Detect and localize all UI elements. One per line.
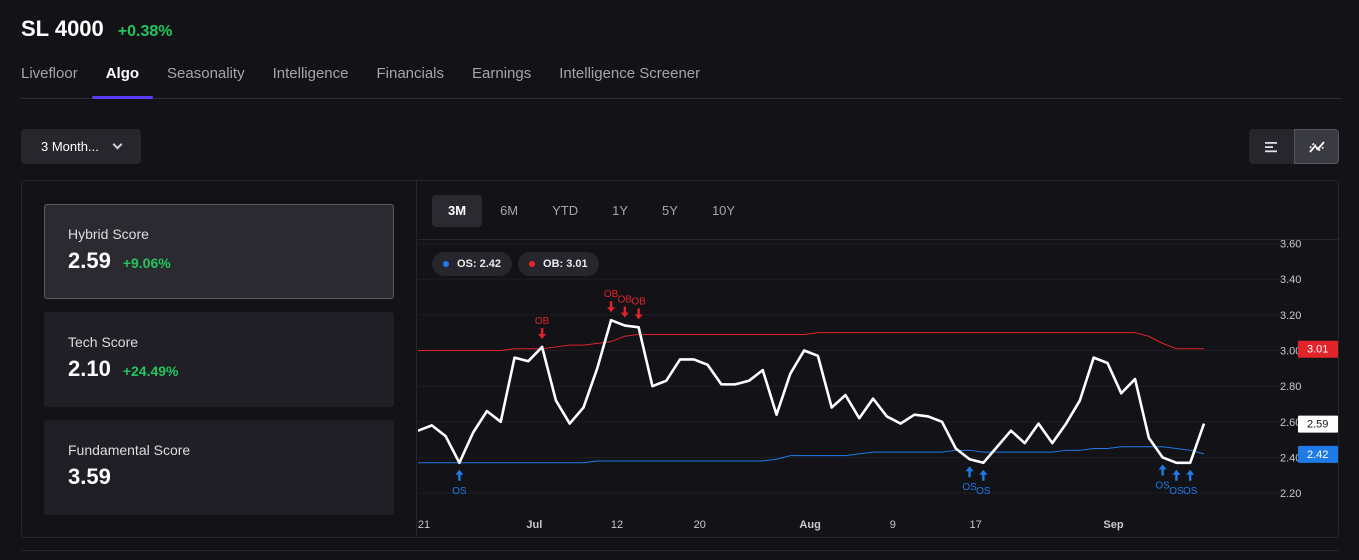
x-tick-label: 12 [611, 519, 623, 531]
ob-signal-label: OB [618, 295, 633, 306]
tab-algo[interactable]: Algo [91, 62, 154, 99]
score-delta: +9.06% [122, 255, 171, 271]
legend-ob-label: OB: 3.01 [543, 258, 588, 270]
ob-arrow-icon [607, 301, 616, 313]
y-tick-label: 3.20 [1280, 310, 1301, 322]
main-tabs: Livefloor Algo Seasonality Intelligence … [21, 62, 1342, 99]
title-row: SL 4000 +0.38% [21, 16, 173, 42]
os-signal-label: OS [1169, 486, 1184, 497]
ob-line [418, 332, 1204, 352]
list-view-button[interactable] [1249, 129, 1294, 164]
range-tab-10y[interactable]: 10Y [711, 203, 736, 218]
x-tick-label: 17 [969, 519, 981, 531]
x-tick-label: Sep [1103, 519, 1123, 531]
os-dot-icon [443, 261, 449, 267]
period-dropdown[interactable]: 3 Month... [21, 129, 141, 164]
divider [21, 550, 1339, 560]
os-arrow-icon [979, 469, 988, 481]
ob-arrow-icon [538, 327, 547, 339]
period-dropdown-value: 3 Month... [41, 139, 99, 154]
y-tick-label: 3.00 [1280, 346, 1301, 358]
os-arrow-icon [1186, 469, 1195, 481]
x-tick-label: Aug [799, 519, 820, 531]
ob-signal-label: OB [604, 289, 619, 300]
os-arrow-icon [455, 469, 464, 481]
chart-line-icon [1308, 140, 1325, 153]
ob-arrow-icon [620, 306, 629, 318]
x-tick-label: Jul [526, 519, 542, 531]
range-tabs: 3M 6M YTD 1Y 5Y 10Y [432, 195, 751, 227]
price-tag [1298, 445, 1338, 463]
score-label: Fundamental Score [68, 442, 191, 458]
chart-svg: 3.60 3.40 3.20 3.00 2.80 2.60 2.40 2.20 21 Jul 12 2… [417, 239, 1338, 531]
ticker-symbol: SL 4000 [21, 16, 104, 41]
chevron-down-icon [112, 139, 123, 150]
price-tag [1298, 415, 1338, 433]
range-tab-6m[interactable]: 6M [500, 203, 519, 218]
tech-score-card[interactable]: Tech Score 2.10 +24.49% [44, 312, 394, 407]
os-signal-label: OS [1155, 480, 1170, 491]
ob-signal-label: OB [631, 296, 646, 307]
list-icon [1264, 141, 1277, 152]
chart-legend: OS: 2.42 OB: 3.01 [432, 252, 599, 276]
tab-intelligence-screener[interactable]: Intelligence Screener [559, 65, 701, 82]
score-label: Hybrid Score [68, 226, 149, 242]
price-tag [1298, 340, 1338, 358]
tab-livefloor[interactable]: Livefloor [21, 65, 78, 82]
tab-seasonality[interactable]: Seasonality [167, 65, 245, 82]
fundamental-score-card[interactable]: Fundamental Score 3.59 [44, 420, 394, 515]
os-signal-label: OS [452, 486, 467, 497]
y-tick-label: 2.20 [1280, 488, 1301, 500]
y-tick-label: 3.40 [1280, 274, 1301, 286]
price-tag-label: 2.59 [1307, 419, 1328, 431]
ob-arrow-icon [634, 308, 643, 320]
tab-financials[interactable]: Financials [376, 65, 445, 82]
price-change: +0.38% [117, 23, 173, 40]
ob-dot-icon [529, 261, 536, 267]
ob-signal-label: OB [535, 316, 550, 327]
chart-view-button[interactable] [1294, 129, 1339, 164]
score-value: 2.10 [68, 356, 111, 381]
range-tab-1y[interactable]: 1Y [612, 203, 629, 218]
view-toggle [1249, 129, 1339, 164]
os-arrow-icon [1172, 469, 1181, 481]
os-arrow-icon [1158, 464, 1167, 476]
os-signal-label: OS [962, 482, 977, 493]
score-delta: +24.49% [122, 363, 179, 379]
os-arrow-icon [965, 466, 974, 478]
legend-os-label: OS: 2.42 [457, 258, 502, 270]
os-signal-label: OS [976, 486, 991, 497]
y-tick-label: 2.80 [1280, 381, 1301, 393]
legend-ob: OB: 3.01 [518, 252, 599, 276]
range-tab-ytd[interactable]: YTD [552, 203, 579, 218]
score-value: 3.59 [68, 464, 111, 489]
y-tick-label: 3.60 [1280, 240, 1301, 251]
algo-panel: Hybrid Score 2.59 +9.06% Tech Score 2.10… [21, 180, 1339, 538]
x-tick-label: 21 [418, 519, 430, 531]
y-tick-label: 2.60 [1280, 417, 1301, 429]
tab-earnings[interactable]: Earnings [472, 65, 532, 82]
score-label: Tech Score [68, 334, 139, 350]
x-tick-label: 20 [694, 519, 706, 531]
price-tag-label: 2.42 [1307, 449, 1328, 461]
os-line [418, 446, 1205, 464]
legend-os: OS: 2.42 [432, 252, 513, 276]
score-chart[interactable]: OS: 2.42 OB: 3.01 3.60 3.40 3.20 3.00 2.80 2.… [417, 239, 1338, 537]
x-tick-label: 9 [890, 519, 896, 531]
price-tag-label: 3.01 [1307, 344, 1328, 356]
y-tick-label: 2.40 [1280, 452, 1301, 464]
tab-intelligence[interactable]: Intelligence [272, 65, 349, 82]
score-column: Hybrid Score 2.59 +9.06% Tech Score 2.10… [22, 181, 417, 537]
hybrid-score-card[interactable]: Hybrid Score 2.59 +9.06% [44, 204, 394, 299]
range-tab-5y[interactable]: 5Y [662, 203, 678, 218]
hybrid-score-line [417, 318, 1206, 465]
os-signal-label: OS [1183, 486, 1198, 497]
score-value: 2.59 [68, 248, 111, 273]
range-tab-3m[interactable]: 3M [432, 195, 483, 227]
